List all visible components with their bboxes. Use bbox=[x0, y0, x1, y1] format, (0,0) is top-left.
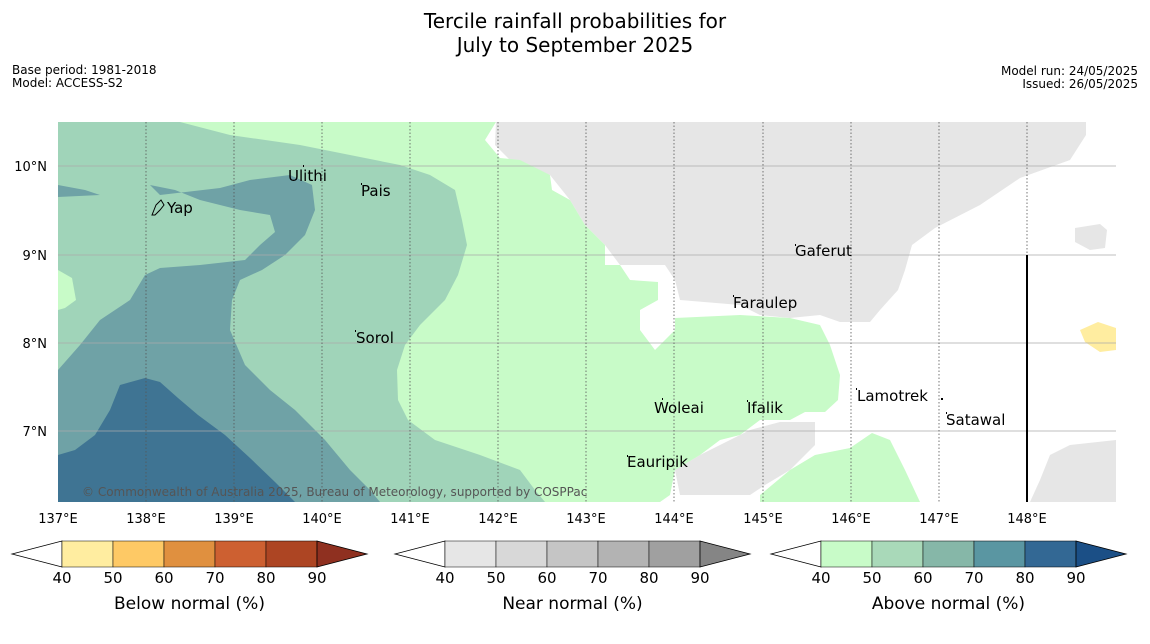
place-satawal: Satawal bbox=[946, 411, 1005, 429]
lon-label: 144°E bbox=[654, 512, 694, 527]
near-normal-legend-swatch bbox=[597, 540, 650, 568]
above-normal-legend-tick: 90 bbox=[1066, 569, 1085, 587]
place-pais: Pais bbox=[361, 182, 391, 200]
above-normal-legend-swatch bbox=[871, 540, 924, 568]
title-line-1: Tercile rainfall probabilities for bbox=[423, 9, 727, 33]
near-normal-legend-tick: 60 bbox=[537, 569, 556, 587]
above-normal-legend-arrow-left bbox=[769, 540, 822, 568]
below-normal-legend-swatch bbox=[214, 540, 267, 568]
below-normal-legend-tick: 70 bbox=[205, 569, 224, 587]
lat-label: 8°N bbox=[23, 337, 48, 352]
above-normal-legend-arrow-right bbox=[1075, 540, 1128, 568]
above-normal-legend-tick: 60 bbox=[913, 569, 932, 587]
near-normal-region bbox=[495, 122, 1086, 322]
near-normal-region-2 bbox=[1030, 440, 1116, 502]
base-period: Base period: 1981-2018 bbox=[12, 63, 157, 77]
place-yap: Yap bbox=[166, 199, 193, 217]
lat-label: 10°N bbox=[14, 160, 47, 175]
lon-label: 147°E bbox=[919, 512, 959, 527]
near-normal-region-5 bbox=[935, 133, 963, 146]
near-normal-legend-tick: 70 bbox=[588, 569, 607, 587]
legend-group: 40 50 60 70 80 90 Below normal (%) 40 50 60 70 80 90… bbox=[10, 540, 1128, 614]
place-woleai: Woleai bbox=[654, 399, 704, 417]
above-normal-legend-tick: 40 bbox=[811, 569, 830, 587]
below-normal-legend-tick: 80 bbox=[256, 569, 275, 587]
near-normal-legend-arrow-right bbox=[699, 540, 752, 568]
chart-title: Tercile rainfall probabilities for July … bbox=[0, 9, 1150, 57]
below-normal-legend-tick: 60 bbox=[154, 569, 173, 587]
place-lamotrek: Lamotrek bbox=[857, 387, 928, 405]
near-normal-legend-swatch bbox=[648, 540, 701, 568]
lat-label: 7°N bbox=[23, 425, 48, 440]
below-normal-legend-arrow-left bbox=[10, 540, 63, 568]
below-normal-legend: 40 50 60 70 80 90 Below normal (%) bbox=[10, 540, 369, 614]
below-normal-legend-tick: 90 bbox=[307, 569, 326, 587]
above-normal-40-region-2 bbox=[760, 433, 920, 502]
place-faraulep: Faraulep bbox=[733, 294, 797, 312]
lon-label: 143°E bbox=[566, 512, 606, 527]
islet-marks bbox=[303, 165, 947, 457]
below-normal-legend-tick: 40 bbox=[52, 569, 71, 587]
near-normal-legend-tick: 80 bbox=[639, 569, 658, 587]
model-info: Base period: 1981-2018 Model: ACCESS-S2 bbox=[12, 64, 157, 90]
near-normal-legend-tick: 40 bbox=[435, 569, 454, 587]
below-normal-legend-swatch bbox=[265, 540, 318, 568]
lon-label: 145°E bbox=[743, 512, 783, 527]
place-gaferut: Gaferut bbox=[795, 242, 852, 260]
below-normal-legend-swatch bbox=[112, 540, 165, 568]
lon-label: 137°E bbox=[38, 512, 78, 527]
lon-label: 146°E bbox=[831, 512, 871, 527]
place-ifalik: Ifalik bbox=[747, 399, 783, 417]
lon-label: 142°E bbox=[478, 512, 518, 527]
place-ulithi: Ulithi bbox=[288, 167, 327, 185]
lon-label: 141°E bbox=[390, 512, 430, 527]
near-normal-legend-tick: 50 bbox=[486, 569, 505, 587]
above-normal-legend-label: Above normal (%) bbox=[872, 594, 1025, 614]
run-info: Model run: 24/05/2025 Issued: 26/05/2025 bbox=[1001, 65, 1138, 91]
issued-date: Issued: 26/05/2025 bbox=[1022, 77, 1138, 91]
lon-label: 139°E bbox=[214, 512, 254, 527]
above-normal-legend-swatch bbox=[973, 540, 1026, 568]
above-normal-legend-swatch bbox=[820, 540, 873, 568]
above-normal-legend-swatch bbox=[1024, 540, 1077, 568]
near-normal-legend: 40 50 60 70 80 90 Near normal (%) bbox=[393, 540, 752, 614]
near-normal-legend-arrow-left bbox=[393, 540, 446, 568]
latitude-labels: 10°N 9°N 8°N 7°N bbox=[14, 160, 47, 440]
near-normal-region-3 bbox=[675, 422, 815, 495]
title-line-2: July to September 2025 bbox=[456, 33, 694, 57]
below-normal-legend-label: Below normal (%) bbox=[114, 594, 265, 614]
below-normal-legend-swatch bbox=[163, 540, 216, 568]
near-normal-legend-swatch bbox=[495, 540, 548, 568]
below-normal-legend-arrow-right bbox=[316, 540, 369, 568]
below-normal-legend-swatch bbox=[61, 540, 114, 568]
near-normal-legend-swatch bbox=[444, 540, 497, 568]
above-normal-70-region bbox=[58, 378, 295, 502]
longitude-labels: 137°E 138°E 139°E 140°E 141°E 142°E 143°… bbox=[38, 512, 1047, 527]
lon-label: 148°E bbox=[1007, 512, 1047, 527]
near-normal-legend-swatch bbox=[546, 540, 599, 568]
above-normal-legend-swatch bbox=[922, 540, 975, 568]
above-normal-40-patch bbox=[58, 270, 76, 310]
yap-island-shape bbox=[151, 199, 165, 216]
near-normal-legend-tick: 90 bbox=[690, 569, 709, 587]
below-normal-legend-tick: 50 bbox=[103, 569, 122, 587]
above-normal-legend: 40 50 60 70 80 90 Above normal (%) bbox=[769, 540, 1128, 614]
near-normal-legend-label: Near normal (%) bbox=[502, 594, 642, 614]
lon-label: 138°E bbox=[126, 512, 166, 527]
lon-label: 140°E bbox=[302, 512, 342, 527]
map-panel: Ulithi Pais Yap Gaferut Faraulep Sorol L… bbox=[58, 122, 1116, 502]
lat-label: 9°N bbox=[23, 249, 48, 264]
below-normal-40-patch bbox=[1080, 322, 1116, 352]
above-normal-legend-tick: 50 bbox=[862, 569, 881, 587]
model-name: Model: ACCESS-S2 bbox=[12, 76, 124, 90]
place-eauripik: Eauripik bbox=[627, 453, 688, 471]
above-normal-legend-tick: 80 bbox=[1015, 569, 1034, 587]
model-run-date: Model run: 24/05/2025 bbox=[1000, 64, 1138, 78]
copyright-notice: © Commonwealth of Australia 2025, Bureau… bbox=[82, 485, 587, 499]
place-sorol: Sorol bbox=[356, 329, 394, 347]
near-normal-region-4 bbox=[1075, 224, 1107, 250]
above-normal-legend-tick: 70 bbox=[964, 569, 983, 587]
